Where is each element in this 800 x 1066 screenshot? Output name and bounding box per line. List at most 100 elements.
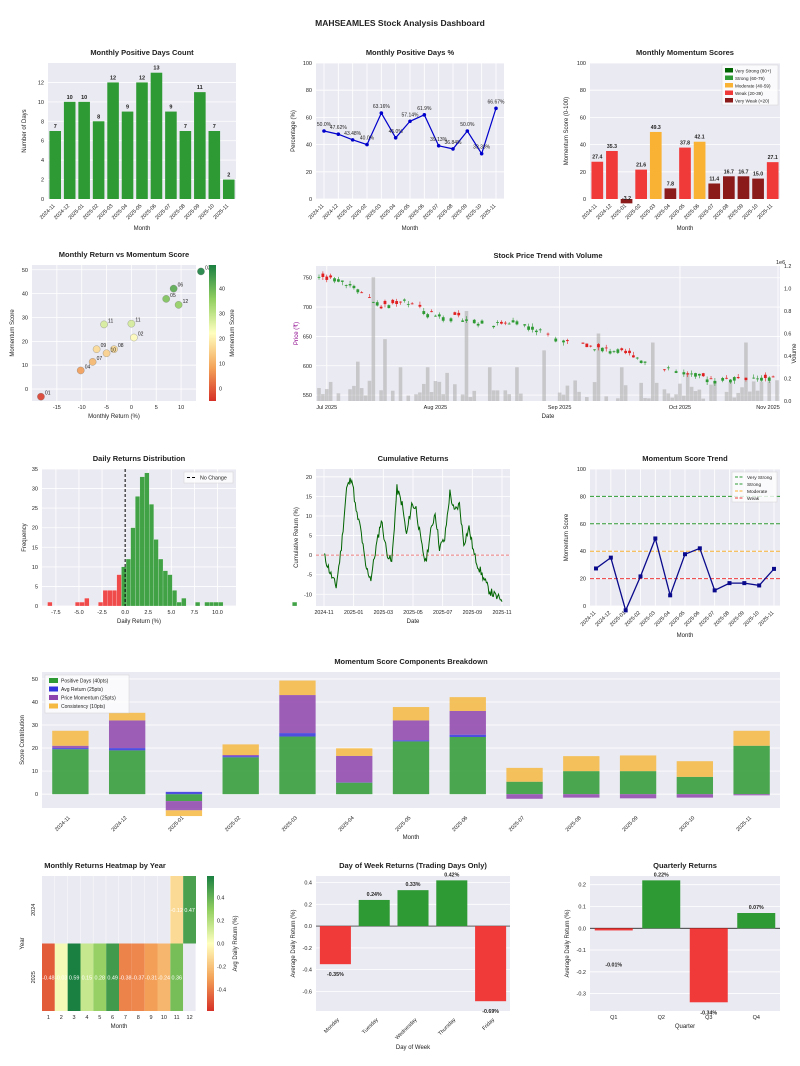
- x-tick-label: 2025-07: [508, 815, 526, 833]
- scatter-point: [174, 301, 183, 309]
- candle-body: [686, 373, 690, 375]
- legend-swatch: [725, 98, 733, 103]
- scatter-point: [127, 319, 136, 328]
- heatmap-value: -0.37: [132, 975, 144, 981]
- x-tick-label: 3: [73, 1015, 76, 1021]
- x-axis-label: Month: [402, 226, 419, 232]
- chart-title: Momentum Score Components Breakdown: [334, 657, 488, 666]
- y-tick-label: 20: [22, 339, 28, 345]
- chart-returns-heatmap: -0.12 0.47-0.48 -0.03 0.59 0.15 0.28 0.49 -0.38…: [20, 861, 239, 1030]
- chart-title: Daily Returns Distribution: [93, 454, 186, 463]
- volume-bar: [619, 367, 624, 401]
- volume-bar: [751, 381, 756, 401]
- data-label: 0.22%: [654, 872, 669, 878]
- x-tick-label: 2024-12: [111, 815, 129, 833]
- candle-body: [697, 373, 701, 376]
- x-tick-label: 2025-05: [403, 610, 422, 616]
- colorbar-tick: 20: [219, 336, 225, 342]
- stacked-bar-segment: [506, 781, 543, 795]
- histogram-bin: [167, 574, 173, 607]
- bar: [49, 131, 62, 199]
- point-label: 11: [108, 318, 113, 324]
- bar: [63, 101, 76, 199]
- axes-background: [590, 876, 780, 1011]
- bar: [475, 926, 507, 1002]
- candle-body: [639, 360, 643, 364]
- colorbar: [207, 876, 214, 1011]
- stacked-bar-segment: [222, 757, 259, 795]
- candle-body: [666, 367, 670, 369]
- y-axis-label: Price (₹): [293, 322, 300, 345]
- x-tick-label: 4: [85, 1015, 88, 1021]
- chart-price-volume: 550 600 650 700 750 Jul 2025 Aug 2025 Sep 2025 O…: [293, 251, 798, 420]
- candle-body: [756, 378, 759, 380]
- legend: Positive Days (40pts) Avg Return (25pts) P…: [44, 674, 130, 714]
- volume-bar: [736, 392, 740, 401]
- point-label: 01: [45, 391, 51, 397]
- stacked-bar-segment: [563, 794, 600, 798]
- x-tick-label: 9: [150, 1015, 153, 1021]
- candle-body: [352, 285, 356, 289]
- candle-body: [371, 301, 375, 303]
- data-point: [379, 111, 384, 115]
- stacked-bar-segment: [733, 730, 770, 746]
- bar: [689, 928, 728, 1003]
- candle-body: [503, 322, 507, 324]
- x-tick-label: Q3: [705, 1015, 712, 1021]
- stacked-bar-segment: [563, 756, 600, 772]
- stacked-bar-segment: [449, 734, 486, 738]
- data-label: 27.4: [592, 155, 602, 161]
- data-point: [422, 113, 427, 117]
- heatmap-cell: [93, 943, 107, 1011]
- candle-body: [340, 280, 344, 282]
- volume-bar: [379, 390, 383, 401]
- candle-body: [527, 326, 530, 330]
- data-label: 66.67%: [488, 99, 506, 105]
- x-axis-label: Month: [677, 226, 694, 232]
- y-tick-label: 0: [41, 197, 44, 203]
- volume-bar: [414, 394, 418, 401]
- heatmap-cell: [170, 876, 184, 944]
- x-tick-label: Jul 2025: [316, 405, 337, 411]
- heatmap-cell: [54, 943, 68, 1011]
- stacked-bar-segment: [279, 736, 316, 795]
- stacked-bar-segment: [165, 791, 203, 795]
- volume-bar: [348, 389, 352, 401]
- chart-title: Cumulative Returns: [378, 454, 449, 463]
- volume-bar: [639, 382, 643, 401]
- x-tick-label: 2025-06: [451, 815, 469, 833]
- y-tick-label: 40: [580, 143, 586, 149]
- stacked-bar-segment: [222, 744, 259, 755]
- candle-body: [368, 297, 371, 299]
- y-tick-label: 30: [32, 723, 38, 729]
- y-tick-label: 80: [306, 88, 312, 94]
- x-tick-label: 7.5: [191, 610, 199, 616]
- y-tick-label: 35: [32, 467, 38, 473]
- scatter-point: [169, 284, 178, 293]
- y-tick-label: 0: [35, 604, 38, 610]
- x-tick-label: 2025-11: [756, 203, 774, 221]
- volume-bar: [336, 393, 341, 401]
- chart-day-of-week: -0.35% 0.24% 0.33% 0.42% -0.69% -0.6 -0.4 -0.2 0…: [291, 861, 510, 1051]
- candle-body: [422, 311, 426, 314]
- x-tick-label: Tuesday: [361, 1017, 380, 1036]
- x-tick-label: 2025-11: [735, 815, 753, 833]
- y-tick-label: 25: [32, 506, 38, 512]
- histogram-bin: [47, 601, 53, 607]
- chart-momentum-components: Positive Days (40pts) Avg Return (25pts) P…: [20, 657, 780, 841]
- y-tick-label: -0.3: [577, 992, 586, 998]
- volume-bar: [356, 361, 360, 401]
- y2-tick-label: 0.6: [784, 332, 791, 338]
- heatmap-cell: [42, 943, 55, 1011]
- histogram-bin: [213, 601, 219, 607]
- data-label: 45.0%: [389, 129, 404, 135]
- y-axis-label: Year: [20, 937, 26, 949]
- colorbar-tick: 30: [219, 311, 225, 317]
- y2-tick-label: 0.8: [784, 309, 791, 315]
- volume-bar: [460, 394, 465, 401]
- candle-body: [399, 301, 402, 303]
- data-label: 0.42%: [444, 872, 459, 878]
- scatter-point: [37, 392, 45, 401]
